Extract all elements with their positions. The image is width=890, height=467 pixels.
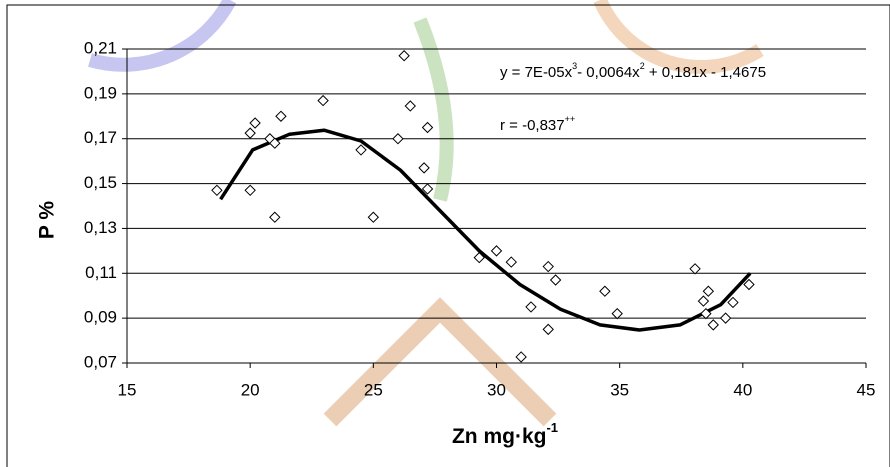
x-tick-label: 35 [610,380,629,399]
point [727,296,739,309]
x-axis-label-sup: -1 [546,420,558,435]
watermark [88,0,764,427]
r-sup: ++ [565,114,576,124]
point [398,50,410,62]
point [743,278,755,291]
y-tick-label: 0,19 [84,83,117,102]
point [421,183,434,195]
y-tick-label: 0,11 [85,263,117,282]
point [473,251,485,264]
x-tick-label: 45 [857,380,876,399]
equation: y = 7E-05x3- 0,0064x2 + 0,181x - 1,4675 [500,61,766,81]
point [367,211,380,223]
y-tick-label: 0,07 [84,352,117,371]
x-axis-label: Zn mg·kg-1 [452,420,558,447]
y-tick-label: 0,09 [84,308,117,327]
point [599,285,611,297]
point [275,110,287,122]
point [719,312,732,324]
chart-frame [6,4,890,467]
point [515,351,527,363]
point [505,256,517,268]
point [549,274,562,286]
point [211,184,223,197]
eq-sup: 2 [640,61,645,71]
point [421,121,434,134]
y-tick-label: 0,13 [84,218,117,237]
eq-part: + 0,181x - 1,4675 [645,64,766,81]
point [269,137,281,149]
point [269,211,281,223]
trendline [219,128,752,332]
point [244,184,256,197]
point [542,260,554,273]
point [700,307,712,320]
eq-part: - 0,0064x [577,64,640,81]
x-tick-label: 25 [364,380,383,399]
point [707,319,719,331]
eq-sup: 3 [572,61,577,71]
eq-part: y = 7E-05x [500,64,573,81]
point [244,127,256,139]
point [525,301,537,313]
x-tick-label: 40 [733,380,752,399]
point [249,117,261,129]
point [611,307,623,320]
y-tick-label: 0,17 [84,128,117,147]
correlation: r = -0,837++ [500,114,575,134]
point [697,295,710,307]
point [392,133,404,145]
point [355,144,367,156]
x-tick-label: 30 [487,380,506,399]
point [404,100,416,112]
point [689,263,701,275]
r-part: r = -0,837 [500,117,565,134]
point [490,245,503,257]
point [418,162,430,174]
x-axis-label-text: Zn mg·kg [452,425,547,448]
point [317,94,329,107]
y-tick-label: 0,21 [84,38,117,57]
y-axis-label: P % [36,201,59,239]
y-tick-label: 0,15 [84,173,117,192]
point [702,285,715,297]
x-tick-label: 20 [241,380,260,399]
point [542,323,554,336]
x-tick-label: 15 [118,380,137,399]
